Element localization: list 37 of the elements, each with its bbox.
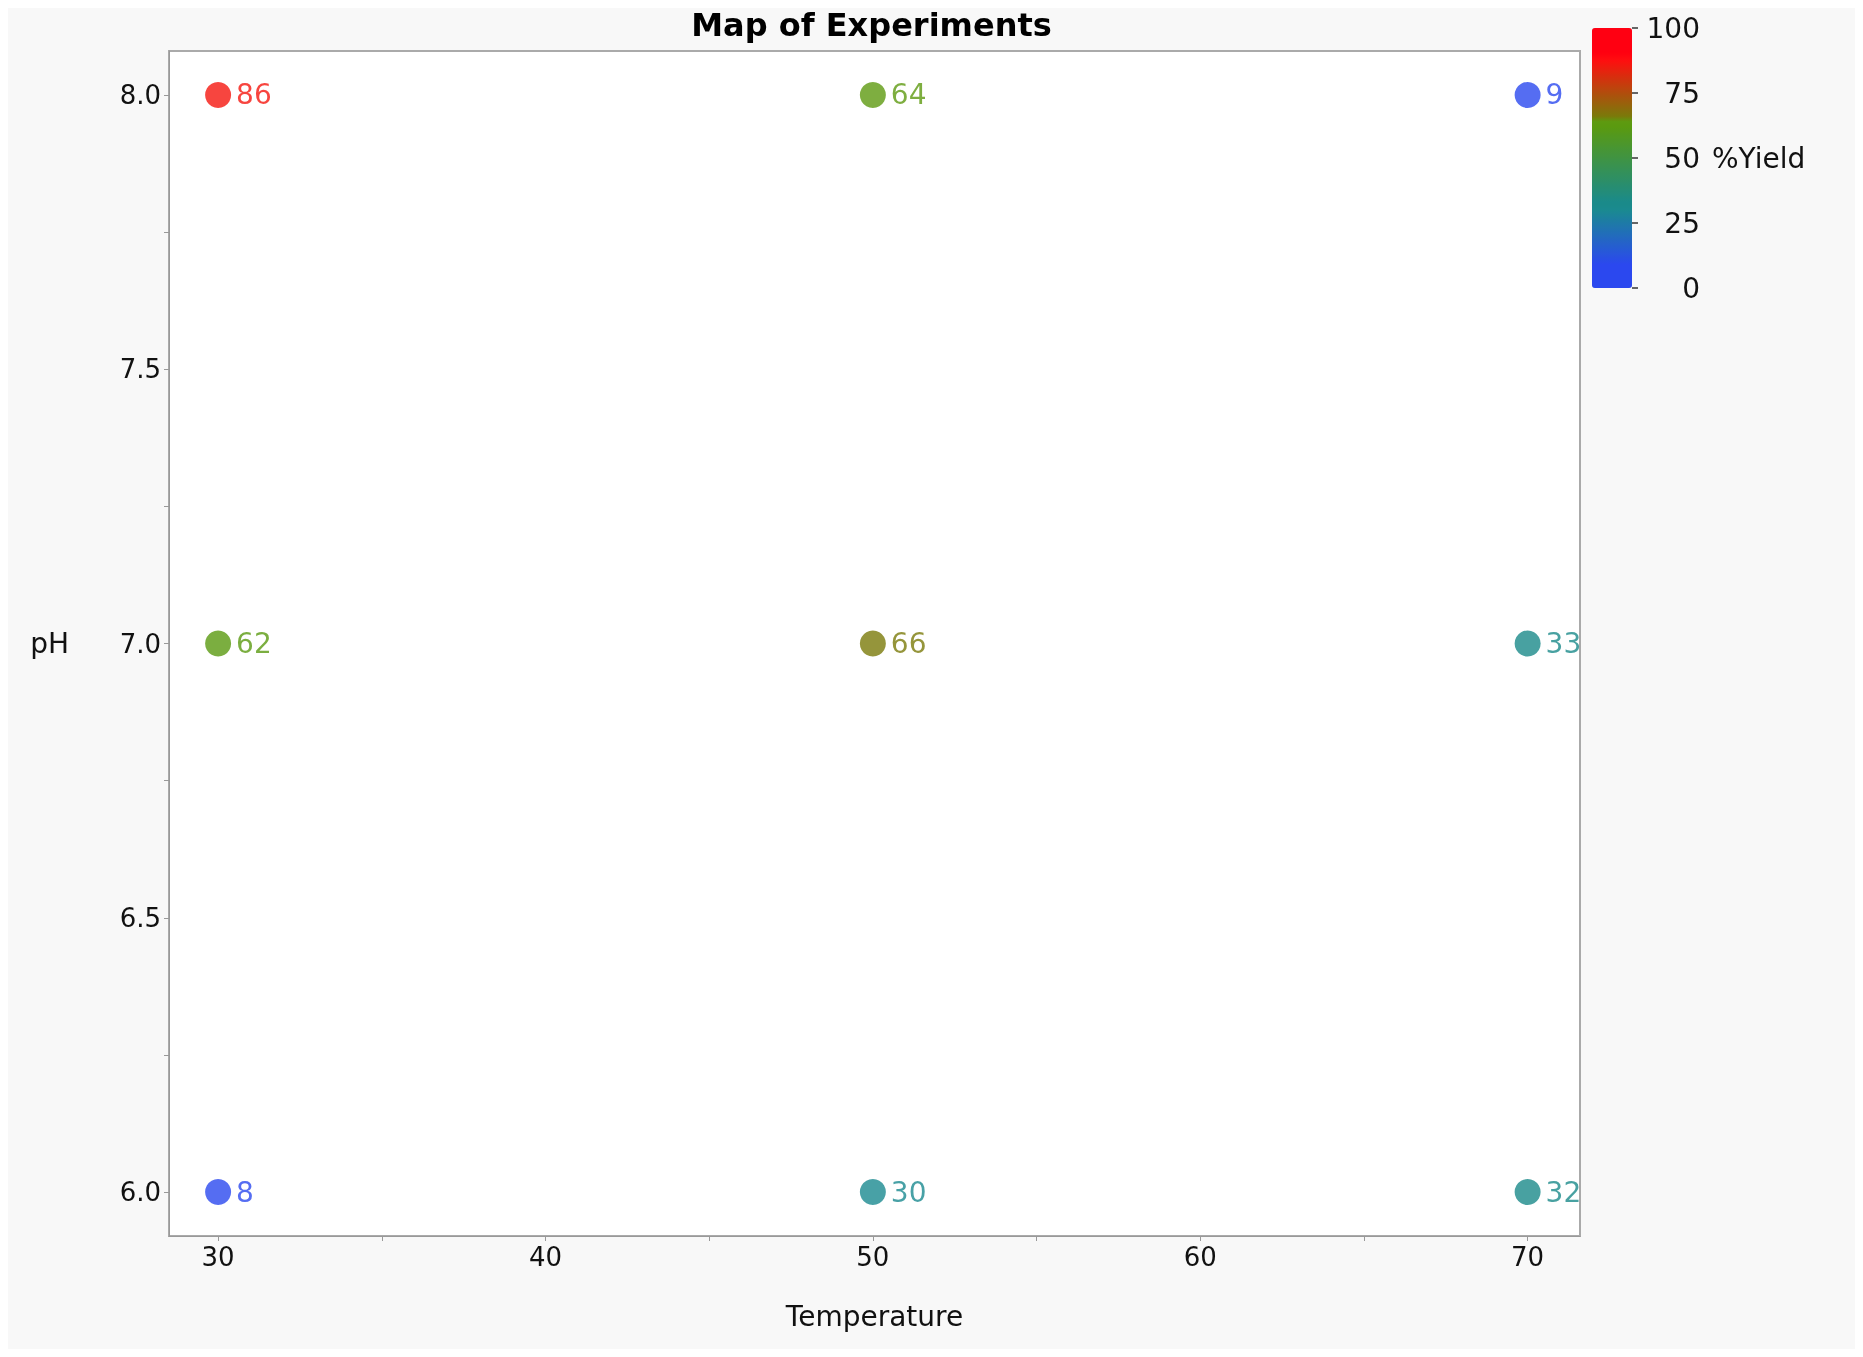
x-axis-title: Temperature bbox=[784, 1299, 964, 1333]
annotation: 66 bbox=[890, 627, 927, 660]
annotation: 33 bbox=[1545, 627, 1582, 660]
point bbox=[1514, 1179, 1541, 1206]
point bbox=[859, 630, 886, 657]
x-tick-label: 50 bbox=[856, 1242, 890, 1272]
annotation: 30 bbox=[890, 1175, 927, 1209]
point bbox=[205, 1179, 232, 1206]
x-tick-label: 60 bbox=[1183, 1242, 1217, 1272]
point bbox=[859, 1179, 886, 1206]
annotation: 64 bbox=[890, 78, 927, 112]
y-tick-label: 6.5 bbox=[119, 902, 161, 933]
annotation: 62 bbox=[236, 627, 272, 660]
color-bar-label: 25 bbox=[1664, 206, 1700, 240]
x-tick-label: 30 bbox=[201, 1242, 235, 1272]
color-bar-label: 50 bbox=[1664, 141, 1700, 175]
annotation: 9 bbox=[1545, 78, 1564, 112]
x-tick-label: 70 bbox=[1511, 1242, 1545, 1272]
y-axis-title: pH bbox=[30, 627, 69, 660]
annotation: 86 bbox=[236, 78, 272, 112]
color-bar-title: %Yield bbox=[1712, 141, 1806, 175]
y-tick-label: 6.0 bbox=[119, 1177, 161, 1208]
point bbox=[1514, 630, 1541, 657]
point bbox=[205, 81, 232, 108]
annotation: 32 bbox=[1545, 1175, 1582, 1209]
color-bar-label: 75 bbox=[1664, 76, 1700, 110]
annotation: 8 bbox=[236, 1175, 254, 1209]
point bbox=[859, 81, 886, 108]
point bbox=[205, 630, 232, 657]
point bbox=[1514, 81, 1541, 108]
color-bar-label: 0 bbox=[1682, 271, 1700, 305]
y-tick-label: 7.5 bbox=[119, 354, 161, 385]
color-bar-label: 100 bbox=[1646, 11, 1700, 45]
chart-title: Map of Experiments bbox=[691, 6, 1052, 44]
y-tick-label: 7.0 bbox=[119, 628, 161, 659]
y-tick-label: 8.0 bbox=[119, 79, 161, 110]
x-tick-label: 40 bbox=[528, 1242, 563, 1272]
